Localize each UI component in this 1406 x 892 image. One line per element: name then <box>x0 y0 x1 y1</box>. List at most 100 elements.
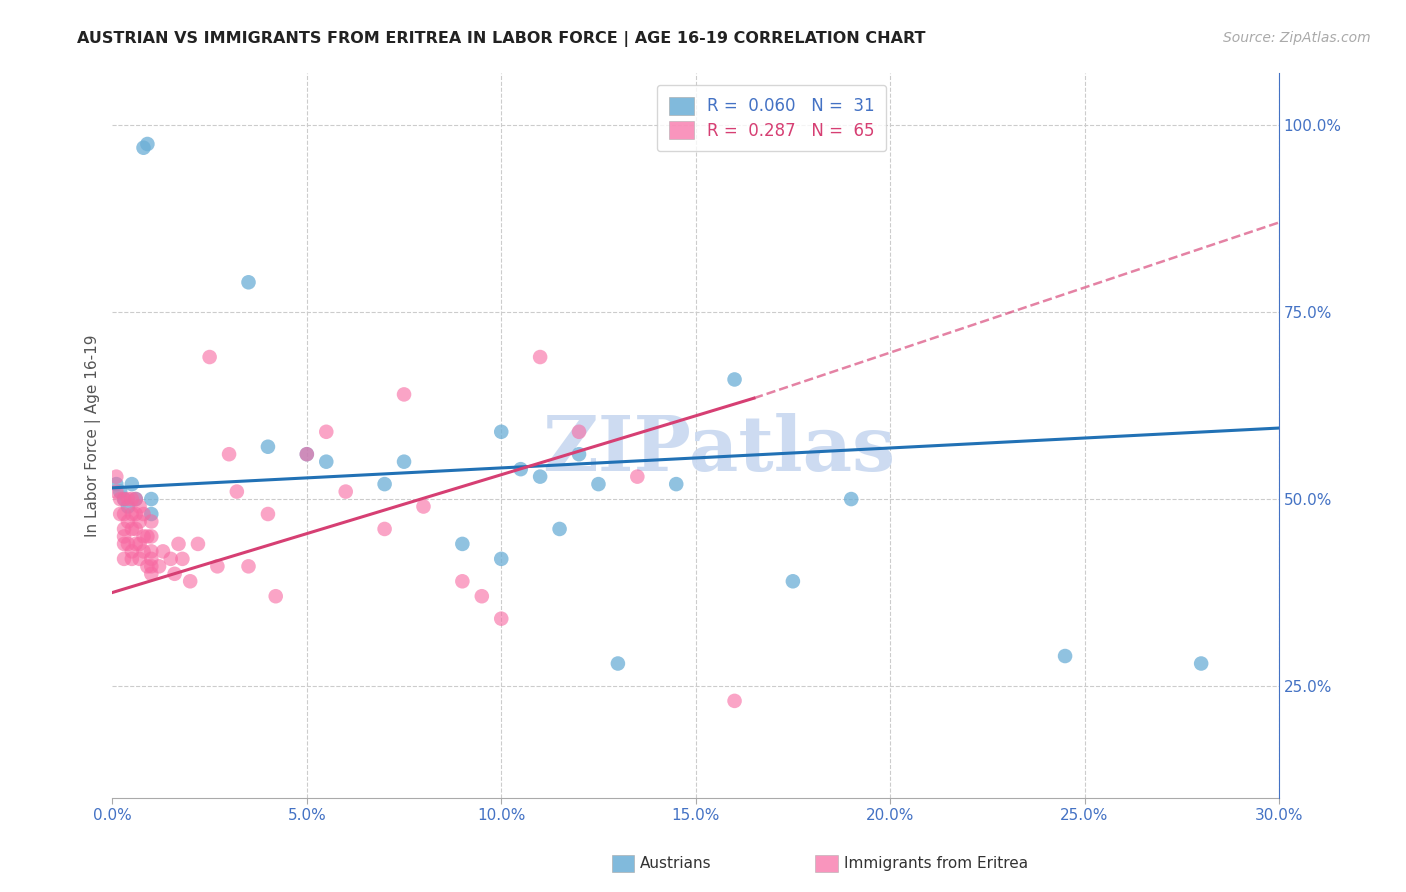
Point <box>108 507 131 521</box>
Point <box>141 552 163 566</box>
Point <box>264 589 287 603</box>
Point <box>529 350 551 364</box>
Point <box>491 425 513 439</box>
Point <box>112 537 135 551</box>
Bar <box>612 855 634 872</box>
Point <box>117 500 139 514</box>
Point <box>108 484 131 499</box>
Point <box>451 537 474 551</box>
Point <box>163 566 186 581</box>
Point <box>1189 657 1212 671</box>
Text: Austrians: Austrians <box>640 856 711 871</box>
Point <box>374 477 396 491</box>
Point <box>167 537 190 551</box>
Point <box>121 477 143 491</box>
Point <box>238 275 260 289</box>
Point <box>117 537 139 551</box>
Point <box>132 529 155 543</box>
Point <box>132 507 155 521</box>
Point <box>141 566 163 581</box>
Point <box>112 491 135 506</box>
Point <box>207 559 229 574</box>
Point <box>105 484 128 499</box>
Text: ZIPatlas: ZIPatlas <box>543 413 896 487</box>
Point <box>172 552 194 566</box>
Point <box>451 574 474 589</box>
Point <box>112 491 135 506</box>
Point <box>412 500 434 514</box>
Point <box>295 447 318 461</box>
Point <box>141 529 163 543</box>
Point <box>588 477 610 491</box>
Point <box>187 537 209 551</box>
Point <box>257 440 280 454</box>
Point <box>374 522 396 536</box>
Point <box>225 484 247 499</box>
Point <box>121 507 143 521</box>
Point <box>112 522 135 536</box>
Point <box>141 515 163 529</box>
Point <box>509 462 531 476</box>
Point <box>128 515 150 529</box>
Point <box>529 469 551 483</box>
Point <box>606 657 628 671</box>
Point <box>117 491 139 506</box>
Point <box>839 491 862 506</box>
Point <box>132 544 155 558</box>
Point <box>125 537 148 551</box>
Point <box>1054 648 1077 663</box>
Point <box>626 469 648 483</box>
Point <box>392 455 415 469</box>
Point <box>105 469 128 483</box>
Point <box>141 491 163 506</box>
Point <box>112 552 135 566</box>
Point <box>136 559 159 574</box>
Point <box>152 544 174 558</box>
Point <box>125 507 148 521</box>
Point <box>782 574 804 589</box>
Point <box>568 447 591 461</box>
Point <box>136 529 159 543</box>
Point <box>105 477 128 491</box>
Point <box>141 507 163 521</box>
Point <box>471 589 494 603</box>
Point <box>723 694 745 708</box>
Point <box>335 484 357 499</box>
Legend: R =  0.060   N =  31, R =  0.287   N =  65: R = 0.060 N = 31, R = 0.287 N = 65 <box>657 85 886 152</box>
Point <box>108 491 131 506</box>
Point <box>128 552 150 566</box>
Point <box>148 559 170 574</box>
Bar <box>815 855 838 872</box>
Point <box>121 552 143 566</box>
Point <box>125 491 148 506</box>
Text: AUSTRIAN VS IMMIGRANTS FROM ERITREA IN LABOR FORCE | AGE 16-19 CORRELATION CHART: AUSTRIAN VS IMMIGRANTS FROM ERITREA IN L… <box>77 31 925 47</box>
Point <box>665 477 688 491</box>
Point <box>132 141 155 155</box>
Point <box>568 425 591 439</box>
Point <box>141 559 163 574</box>
Point <box>121 544 143 558</box>
Point <box>315 425 337 439</box>
Text: Source: ZipAtlas.com: Source: ZipAtlas.com <box>1223 31 1371 45</box>
Point <box>141 544 163 558</box>
Point <box>198 350 221 364</box>
Text: Immigrants from Eritrea: Immigrants from Eritrea <box>844 856 1028 871</box>
Y-axis label: In Labor Force | Age 16-19: In Labor Force | Age 16-19 <box>86 334 101 537</box>
Point <box>257 507 280 521</box>
Point <box>218 447 240 461</box>
Point <box>136 136 159 151</box>
Point <box>112 529 135 543</box>
Point <box>491 552 513 566</box>
Point <box>723 372 745 386</box>
Point <box>295 447 318 461</box>
Point <box>117 515 139 529</box>
Point <box>121 491 143 506</box>
Point <box>128 537 150 551</box>
Point <box>238 559 260 574</box>
Point <box>392 387 415 401</box>
Point <box>159 552 181 566</box>
Point <box>179 574 201 589</box>
Point <box>125 491 148 506</box>
Point <box>112 507 135 521</box>
Point <box>548 522 571 536</box>
